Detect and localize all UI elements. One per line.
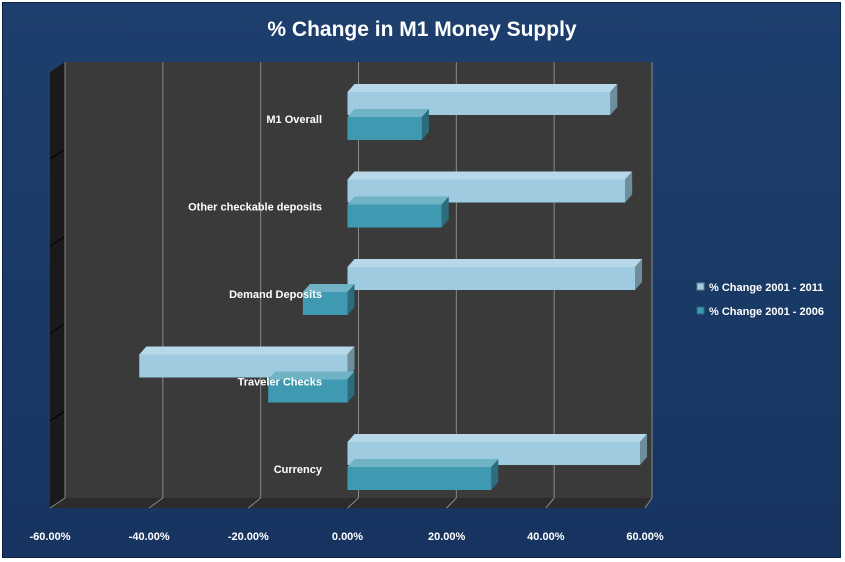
x-tick-label: 20.00%: [428, 531, 466, 543]
x-tick-label: -60.00%: [30, 531, 71, 543]
bar-end-face: [635, 259, 643, 290]
gridline-floor: [248, 497, 261, 509]
category-label: M1 Overall: [266, 114, 322, 126]
side-wall-separator: [49, 410, 66, 422]
category-label: Other checkable deposits: [188, 202, 322, 214]
bar-top-face: [302, 284, 355, 292]
bar-top-face: [347, 84, 618, 92]
x-tick-label: 0.00%: [332, 531, 363, 543]
bar: [347, 109, 429, 140]
bar-top-face: [347, 259, 643, 267]
bar-end-face: [347, 346, 355, 378]
category-labels: M1 Overall Other checkable deposits Demand…: [188, 114, 323, 476]
side-wall-separator: [49, 148, 66, 160]
gridline-floor: [347, 497, 359, 509]
category-label: Currency: [274, 464, 323, 476]
x-tick-label: -40.00%: [129, 531, 170, 543]
bar-end-face: [491, 459, 499, 490]
side-wall-separator: [49, 323, 66, 335]
category-label: Demand Deposits: [229, 289, 322, 301]
bar-top-face: [347, 196, 449, 205]
gridline-floor: [644, 497, 653, 509]
bars-group: [139, 84, 648, 490]
bar-top-face: [139, 346, 355, 355]
bar-end-face: [610, 84, 618, 115]
bar: [302, 284, 355, 315]
x-axis-tick-labels: -60.00% -40.00% -20.00% 0.00% 20.00% 40.00% 60…: [30, 531, 664, 543]
gridline-floor: [148, 497, 164, 509]
gridline-floor: [545, 497, 555, 509]
bar-top-face: [347, 459, 499, 467]
legend-label: % Change 2001 - 2011: [709, 282, 823, 294]
side-wall-separator: [49, 235, 66, 247]
bar-end-face: [441, 196, 449, 228]
bar-front-face: [347, 204, 442, 228]
x-tick-label: -20.00%: [228, 531, 269, 543]
bar-front-face: [347, 467, 492, 490]
gridline-floor: [446, 497, 457, 509]
bar-end-face: [625, 171, 633, 203]
x-tick-label: 60.00%: [626, 531, 664, 543]
bar-end-face: [640, 434, 648, 465]
bar-top-face: [347, 434, 648, 442]
bar-top-face: [347, 171, 633, 180]
legend-swatch: [696, 306, 705, 315]
bar-front-face: [302, 292, 348, 315]
bar-end-face: [347, 284, 355, 315]
bar-end-face: [347, 371, 355, 403]
bar-top-face: [268, 371, 355, 380]
plot-side-wall: [50, 62, 65, 508]
category-label: Traveler Checks: [238, 377, 322, 389]
bar-end-face: [421, 109, 429, 140]
bar-front-face: [347, 267, 636, 290]
bar-front-face: [268, 379, 348, 403]
gridline-floor: [49, 497, 66, 509]
legend: % Change 2001 - 2011 % Change 2001 - 2006: [696, 282, 824, 318]
chart-title: % Change in M1 Money Supply: [267, 18, 577, 41]
bar: [268, 371, 355, 403]
bar: [347, 259, 643, 290]
legend-label: % Change 2001 - 2006: [709, 306, 824, 318]
bar-front-face: [347, 117, 422, 140]
bar-top-face: [347, 109, 429, 117]
x-tick-label: 40.00%: [527, 531, 565, 543]
plot-floor: [50, 498, 652, 508]
bar: [347, 196, 449, 228]
bar: [347, 459, 499, 490]
legend-swatch: [696, 282, 705, 291]
